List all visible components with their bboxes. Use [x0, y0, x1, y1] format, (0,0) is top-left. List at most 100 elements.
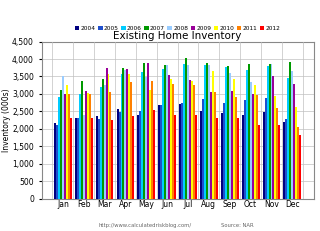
Bar — [124, 70, 126, 199]
Bar — [132, 116, 134, 199]
Bar — [140, 111, 141, 199]
Bar — [109, 92, 111, 199]
Bar — [246, 70, 248, 199]
Bar — [233, 79, 235, 199]
Bar — [75, 118, 77, 199]
Bar — [284, 122, 285, 199]
Bar — [108, 74, 109, 199]
Bar — [128, 74, 130, 199]
Bar — [79, 94, 81, 199]
Bar — [244, 100, 246, 199]
Bar — [231, 91, 233, 199]
Bar — [126, 69, 128, 199]
Bar — [70, 118, 72, 199]
Bar — [91, 118, 92, 199]
Bar — [195, 115, 197, 199]
Bar — [179, 104, 181, 199]
Text: Source: NAR: Source: NAR — [221, 223, 254, 228]
Bar — [77, 118, 79, 199]
Bar — [168, 75, 170, 199]
Bar — [181, 103, 183, 199]
Bar — [68, 94, 70, 199]
Bar — [258, 125, 260, 199]
Bar — [60, 91, 62, 199]
Bar — [116, 109, 118, 199]
Bar — [174, 115, 176, 199]
Bar — [166, 65, 168, 199]
Bar — [111, 121, 113, 199]
Bar — [221, 113, 223, 199]
Bar — [193, 85, 195, 199]
Bar — [183, 64, 185, 199]
Bar — [141, 72, 143, 199]
Bar — [278, 125, 280, 199]
Bar — [229, 73, 231, 199]
Bar — [118, 112, 121, 199]
Bar — [87, 93, 89, 199]
Bar — [276, 108, 278, 199]
Bar — [106, 68, 108, 199]
Bar — [267, 66, 268, 199]
Bar — [89, 94, 91, 199]
Bar — [227, 66, 229, 199]
Bar — [208, 65, 210, 199]
Bar — [287, 78, 289, 199]
Bar — [253, 85, 256, 199]
Bar — [121, 74, 123, 199]
Bar — [153, 110, 155, 199]
Bar — [250, 82, 252, 199]
Bar — [164, 65, 166, 199]
Bar — [170, 79, 172, 199]
Bar — [191, 81, 193, 199]
Bar — [130, 82, 132, 199]
Legend: 2004, 2005, 2006, 2007, 2008, 2009, 2010, 2011, 2012: 2004, 2005, 2006, 2007, 2008, 2009, 2010… — [74, 26, 281, 32]
Bar — [200, 111, 202, 199]
Bar — [270, 64, 273, 199]
Bar — [225, 67, 227, 199]
Bar — [248, 64, 250, 199]
Bar — [212, 71, 214, 199]
Bar — [151, 81, 153, 199]
Bar — [235, 97, 237, 199]
Bar — [292, 71, 293, 199]
Bar — [268, 64, 270, 199]
Bar — [147, 63, 149, 199]
Bar — [293, 84, 295, 199]
Bar — [98, 119, 100, 199]
Bar — [289, 62, 292, 199]
Bar — [189, 80, 191, 199]
Bar — [242, 115, 244, 199]
Bar — [285, 119, 287, 199]
Bar — [102, 79, 104, 199]
Bar — [137, 115, 140, 199]
Bar — [202, 99, 204, 199]
Bar — [145, 77, 147, 199]
Bar — [185, 58, 187, 199]
Bar — [85, 91, 87, 199]
Bar — [160, 105, 162, 199]
Title: Existing Home Inventory: Existing Home Inventory — [113, 31, 242, 41]
Bar — [158, 105, 160, 199]
Bar — [66, 85, 68, 199]
Bar — [54, 123, 56, 199]
Bar — [162, 69, 164, 199]
Bar — [223, 103, 225, 199]
Bar — [252, 94, 253, 199]
Bar — [58, 97, 60, 199]
Bar — [214, 92, 216, 199]
Y-axis label: Inventory (000s): Inventory (000s) — [2, 88, 11, 152]
Bar — [83, 115, 85, 199]
Bar — [263, 112, 265, 199]
Bar — [295, 107, 297, 199]
Bar — [100, 87, 102, 199]
Bar — [62, 76, 64, 199]
Bar — [237, 118, 239, 199]
Bar — [210, 92, 212, 199]
Bar — [299, 135, 301, 199]
Bar — [256, 95, 258, 199]
Bar — [104, 85, 106, 199]
Bar — [204, 65, 206, 199]
Text: http://www.calculatedriskblog.com/: http://www.calculatedriskblog.com/ — [98, 223, 192, 228]
Bar — [172, 84, 174, 199]
Bar — [206, 63, 208, 199]
